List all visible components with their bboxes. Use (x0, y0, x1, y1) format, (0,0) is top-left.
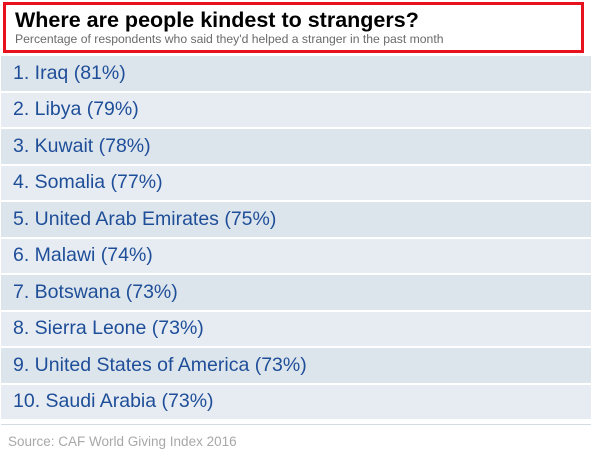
table-row-rank-6: 6. Malawi (74%) (1, 238, 591, 275)
source-note: Source: CAF World Giving Index 2016 (1, 424, 591, 457)
chart-title: Where are people kindest to strangers? (15, 8, 419, 32)
ranking-table: 1. Iraq (81%) 2. Libya (79%) 3. Kuwait (78… (1, 56, 591, 421)
table-row-rank-2: 2. Libya (79%) (1, 92, 591, 129)
table-row-rank-3: 3. Kuwait (78%) (1, 129, 591, 166)
table-row-rank-4: 4. Somalia (77%) (1, 165, 591, 202)
table-row-rank-10: 10. Saudi Arabia (73%) (1, 384, 591, 421)
table-row-rank-1: 1. Iraq (81%) (1, 56, 591, 93)
chart-subtitle: Percentage of respondents who said they'… (15, 32, 444, 46)
table-row-rank-7: 7. Botswana (73%) (1, 275, 591, 312)
chart-header: Where are people kindest to strangers? P… (3, 2, 584, 53)
table-row-rank-9: 9. United States of America (73%) (1, 348, 591, 385)
table-row-rank-5: 5. United Arab Emirates (75%) (1, 202, 591, 239)
table-row-rank-8: 8. Sierra Leone (73%) (1, 311, 591, 348)
